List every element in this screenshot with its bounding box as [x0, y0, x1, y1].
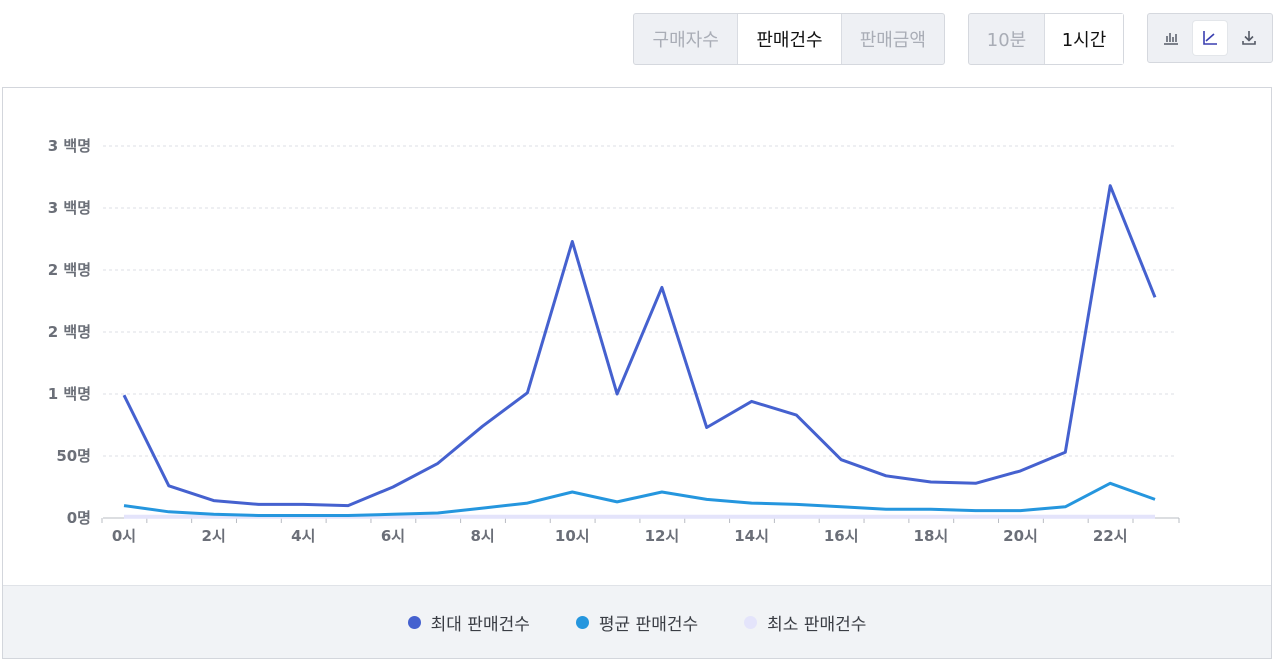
- y-tick-label: 3 백명: [48, 199, 91, 217]
- download-button[interactable]: [1232, 21, 1266, 55]
- legend-dot-avg: [575, 615, 589, 629]
- chart-legend: 최대 판매건수 평균 판매건수 최소 판매건수: [3, 585, 1271, 658]
- y-tick-label: 3 백명: [48, 137, 91, 155]
- x-tick-label: 10시: [555, 527, 590, 545]
- legend-dot-min: [744, 615, 758, 629]
- x-tick-label: 22시: [1093, 527, 1128, 545]
- line-chart-button[interactable]: [1192, 21, 1227, 55]
- x-tick-label: 8시: [470, 527, 494, 545]
- legend-item-min[interactable]: 최소 판매건수: [744, 610, 866, 635]
- legend-label-max: 최대 판매건수: [430, 614, 530, 635]
- x-tick-label: 18시: [914, 527, 949, 545]
- legend-item-max[interactable]: 최대 판매건수: [407, 610, 530, 635]
- interval-toggle: 10분 1시간: [968, 13, 1124, 65]
- y-tick-label: 0명: [67, 509, 91, 527]
- chart-panel: 0명 50명 1 백명 2 백명 2 백명 3 백명 3 백명 0시 2시 4시 6시 8시 10시 12…: [2, 87, 1272, 659]
- x-tick-label: 12시: [645, 527, 680, 545]
- x-tick-label: 2시: [202, 527, 226, 545]
- bar-chart-icon: [1164, 33, 1179, 45]
- bar-chart-button[interactable]: [1154, 21, 1188, 55]
- x-tick-label: 6시: [381, 527, 405, 545]
- x-tick-label: 4시: [291, 527, 315, 545]
- series-line-avg: [123, 481, 1156, 517]
- legend-label-avg: 평균 판매건수: [598, 614, 699, 635]
- download-icon: [1241, 31, 1256, 45]
- interval-option-10min[interactable]: 10분: [986, 30, 1027, 51]
- legend-dot-max: [407, 615, 421, 629]
- metric-option-sales-amount[interactable]: 판매금액: [840, 14, 944, 64]
- y-tick-label: 2 백명: [48, 261, 91, 279]
- interval-option-1hour[interactable]: 1시간: [1044, 14, 1123, 64]
- y-tick-label: 1 백명: [48, 385, 91, 403]
- x-tick-label: 14시: [734, 527, 769, 545]
- metric-option-sales-count[interactable]: 판매건수: [737, 14, 841, 64]
- x-tick-label: 0시: [112, 527, 136, 545]
- legend-item-avg[interactable]: 평균 판매건수: [575, 610, 699, 635]
- y-tick-label: 2 백명: [48, 323, 91, 341]
- metric-option-buyers[interactable]: 구매자수: [652, 30, 719, 51]
- metric-toggle: 구매자수 판매건수 판매금액: [633, 13, 945, 65]
- line-chart: 0명 50명 1 백명 2 백명 2 백명 3 백명 3 백명 0시 2시 4시 6시 8시 10시 12…: [48, 137, 1180, 545]
- series-line-max: [122, 184, 1157, 508]
- view-buttons: [1147, 13, 1273, 63]
- legend-label-min: 최소 판매건수: [767, 614, 867, 635]
- y-tick-label: 50명: [56, 447, 91, 465]
- line-chart-icon: [1203, 31, 1217, 45]
- x-tick-label: 20시: [1003, 527, 1038, 545]
- x-tick-label: 16시: [824, 527, 859, 545]
